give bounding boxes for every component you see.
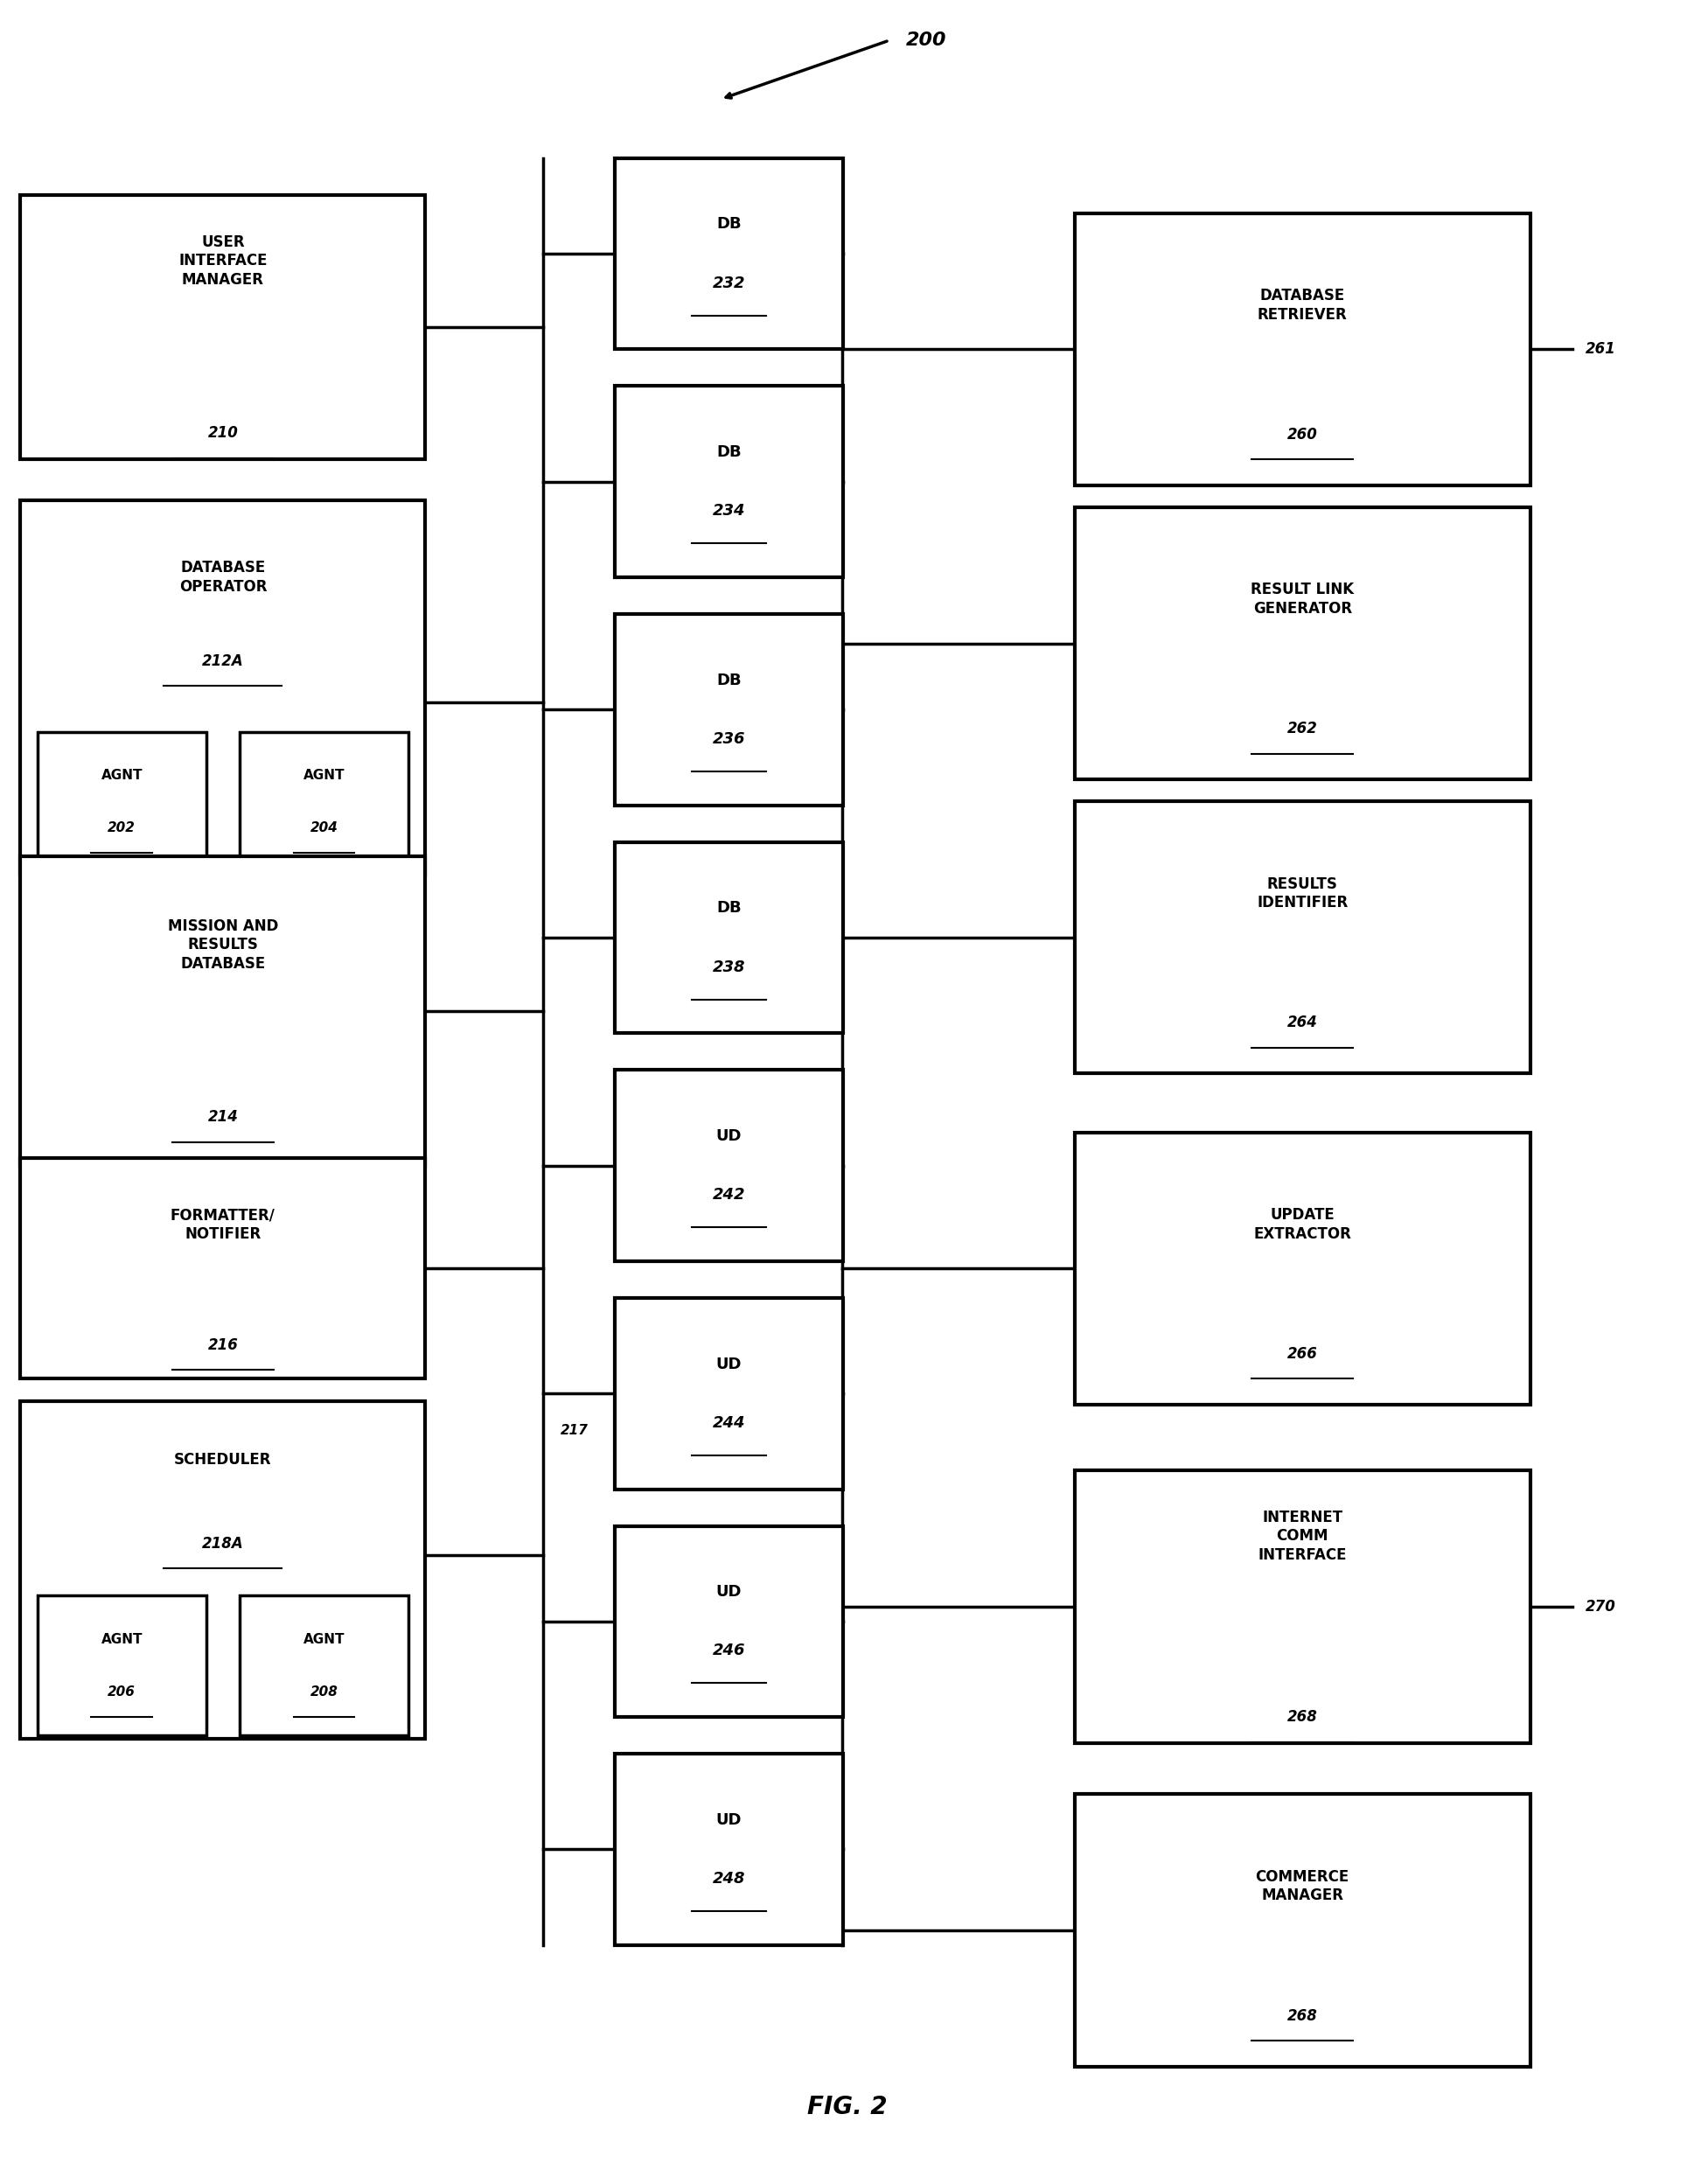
Text: 216: 216 [208, 1337, 239, 1352]
Bar [1074, 1795, 1530, 2066]
Text: 270: 270 [1586, 1599, 1616, 1614]
Text: 248: 248 [713, 1872, 745, 1887]
Text: 268: 268 [1287, 2007, 1318, 2025]
Text: AGNT: AGNT [303, 1634, 346, 1647]
Text: 261: 261 [1586, 341, 1616, 358]
Text: AGNT: AGNT [102, 1634, 142, 1647]
Text: 266: 266 [1287, 1345, 1318, 1361]
Bar [615, 843, 844, 1033]
Bar [1074, 802, 1530, 1075]
Text: FORMATTER/
NOTIFIER: FORMATTER/ NOTIFIER [171, 1208, 276, 1243]
Text: 206: 206 [108, 1686, 136, 1699]
Text: 246: 246 [713, 1642, 745, 1660]
Text: UPDATE
EXTRACTOR: UPDATE EXTRACTOR [1254, 1208, 1352, 1243]
Bar [20, 856, 425, 1166]
Text: INTERNET
COMM
INTERFACE: INTERNET COMM INTERFACE [1259, 1509, 1347, 1564]
Text: SCHEDULER: SCHEDULER [174, 1452, 271, 1468]
Text: DB: DB [717, 673, 742, 688]
Bar [20, 194, 425, 459]
Bar [615, 387, 844, 577]
Text: 218A: 218A [202, 1535, 244, 1551]
Text: 262: 262 [1287, 721, 1318, 736]
Bar [615, 1070, 844, 1260]
Text: 214: 214 [208, 1109, 239, 1125]
Bar [1074, 214, 1530, 485]
Text: UD: UD [717, 1583, 742, 1601]
Text: 264: 264 [1287, 1016, 1318, 1031]
Bar [615, 157, 844, 349]
Text: 234: 234 [713, 502, 745, 520]
Bar [615, 1297, 844, 1489]
Text: 236: 236 [713, 732, 745, 747]
Text: 260: 260 [1287, 426, 1318, 443]
Text: 232: 232 [713, 275, 745, 290]
Text: 268: 268 [1287, 1710, 1318, 1725]
Text: FIG. 2: FIG. 2 [806, 2094, 888, 2118]
Text: 212A: 212A [202, 653, 244, 668]
Text: UD: UD [717, 1129, 742, 1144]
Text: USER
INTERFACE
MANAGER: USER INTERFACE MANAGER [178, 234, 268, 288]
Bar [1074, 507, 1530, 780]
Text: 244: 244 [713, 1415, 745, 1431]
Text: AGNT: AGNT [102, 769, 142, 782]
Text: MISSION AND
RESULTS
DATABASE: MISSION AND RESULTS DATABASE [168, 917, 278, 972]
Text: 200: 200 [906, 31, 947, 50]
Text: UD: UD [717, 1356, 742, 1372]
Text: DB: DB [717, 216, 742, 232]
Text: 217: 217 [561, 1424, 588, 1437]
Text: UD: UD [717, 1813, 742, 1828]
Bar [20, 1158, 425, 1378]
Text: 210: 210 [208, 426, 239, 441]
Bar [615, 1754, 844, 1946]
Text: DB: DB [717, 443, 742, 461]
Text: DATABASE
OPERATOR: DATABASE OPERATOR [180, 559, 268, 594]
Text: DB: DB [717, 900, 742, 915]
Text: 242: 242 [713, 1188, 745, 1203]
Bar [615, 1527, 844, 1717]
Bar [1074, 1470, 1530, 1743]
Text: AGNT: AGNT [303, 769, 346, 782]
Bar [20, 1400, 425, 1738]
Text: RESULT LINK
GENERATOR: RESULT LINK GENERATOR [1250, 581, 1354, 616]
Bar [20, 500, 425, 876]
Text: DATABASE
RETRIEVER: DATABASE RETRIEVER [1257, 288, 1347, 323]
Text: 202: 202 [108, 821, 136, 834]
Text: RESULTS
IDENTIFIER: RESULTS IDENTIFIER [1257, 876, 1348, 911]
Text: 238: 238 [713, 959, 745, 974]
Bar [37, 1597, 207, 1736]
Bar [241, 732, 408, 871]
Bar [241, 1597, 408, 1736]
Bar [615, 614, 844, 806]
Text: COMMERCE
MANAGER: COMMERCE MANAGER [1255, 1870, 1350, 1904]
Text: 204: 204 [310, 821, 339, 834]
Bar [1074, 1133, 1530, 1404]
Bar [37, 732, 207, 871]
Text: 208: 208 [310, 1686, 339, 1699]
